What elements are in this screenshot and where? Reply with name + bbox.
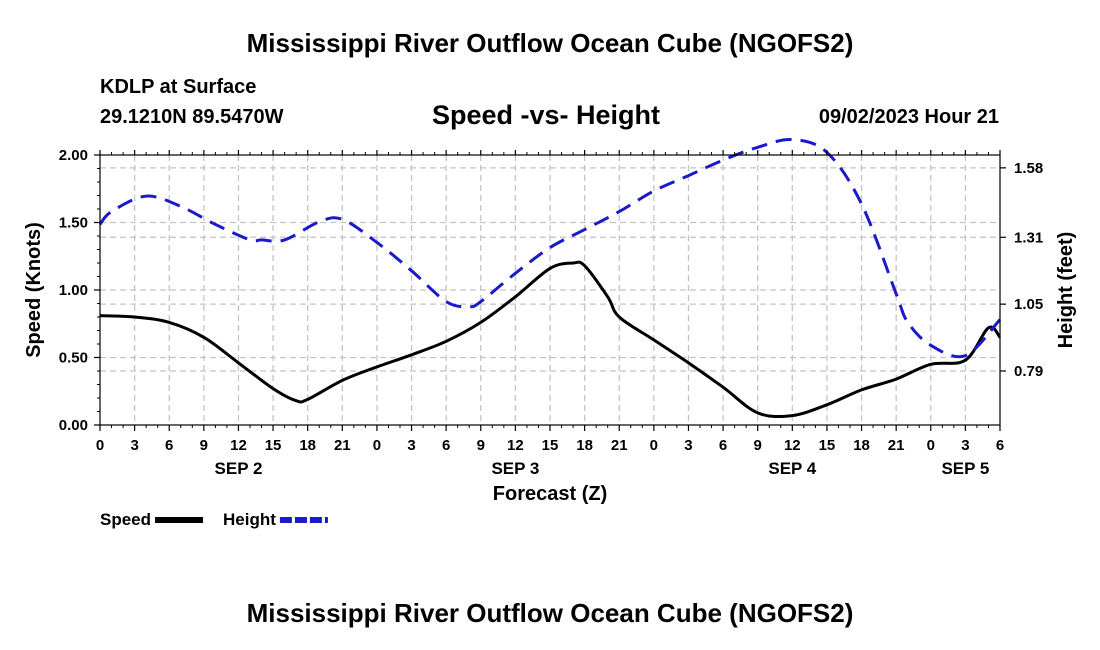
x-axis-label: Forecast (Z): [493, 483, 607, 505]
x-tick-label: 12: [784, 437, 801, 454]
x-tick-label: 15: [265, 437, 282, 454]
legend: Speed Height: [100, 510, 328, 529]
x-tick-label: 9: [477, 437, 485, 454]
day-label: SEP 4: [768, 459, 816, 478]
x-tick-label: 3: [407, 437, 415, 454]
x-tick-label: 3: [961, 437, 969, 454]
station-coordinates: 29.1210N 89.5470W: [100, 106, 284, 128]
height-line: [98, 138, 1002, 359]
y2-axis-label: Height (feet): [1055, 232, 1077, 349]
legend-label: Height: [223, 510, 276, 529]
x-tick-label: 18: [576, 437, 593, 454]
x-tick-label: 6: [165, 437, 173, 454]
grid: [100, 155, 1000, 425]
y-tick-label: 0.50: [59, 350, 88, 367]
x-tick-label: 3: [684, 437, 692, 454]
x-tick-label: 0: [650, 437, 658, 454]
x-tick-label: 0: [927, 437, 935, 454]
chart-title: Mississippi River Outflow Ocean Cube (NG…: [246, 28, 854, 58]
x-tick-label: 0: [96, 437, 104, 454]
speed-line: [99, 260, 1002, 419]
x-tick-label: 6: [996, 437, 1004, 454]
legend-label: Speed: [100, 510, 151, 529]
y-tick-label: 2.00: [59, 147, 88, 164]
x-tick-label: 18: [853, 437, 870, 454]
x-tick-label: 6: [719, 437, 727, 454]
x-tick-label: 3: [130, 437, 138, 454]
y-tick-label: 1.50: [59, 215, 88, 232]
chart-subtitle: Speed -vs- Height: [432, 100, 661, 130]
chart-title-repeat: Mississippi River Outflow Ocean Cube (NG…: [246, 598, 854, 628]
x-tick-label: 15: [819, 437, 836, 454]
x-tick-label: 18: [299, 437, 316, 454]
forecast-datestamp: 09/02/2023 Hour 21: [818, 106, 999, 128]
day-label: SEP 2: [215, 459, 263, 478]
day-label: SEP 3: [491, 459, 539, 478]
y2-tick-label: 0.79: [1014, 363, 1043, 380]
y-tick-label: 1.00: [59, 282, 88, 299]
y2-tick-label: 1.05: [1014, 296, 1043, 313]
x-tick-label: 9: [754, 437, 762, 454]
y2-tick-label: 1.58: [1014, 160, 1043, 177]
y-tick-label: 0.00: [59, 417, 88, 434]
x-tick-label: 0: [373, 437, 381, 454]
x-tick-label: 15: [542, 437, 559, 454]
x-tick-label: 21: [888, 437, 905, 454]
x-tick-label: 12: [507, 437, 524, 454]
series-lines: [98, 138, 1002, 419]
x-tick-label: 21: [611, 437, 628, 454]
day-label: SEP 5: [941, 459, 989, 478]
x-tick-label: 9: [200, 437, 208, 454]
station-label: KDLP at Surface: [100, 76, 257, 98]
x-tick-label: 12: [230, 437, 247, 454]
x-tick-label: 6: [442, 437, 450, 454]
axes: 0 3 6 9 12 15 18 21 0 3 6 9 12 15 18 21 0 3 6 9 12 15 18 21 0 3 6S…: [59, 147, 1043, 478]
y-axis-label: Speed (Knots): [23, 222, 45, 358]
x-tick-label: 21: [334, 437, 351, 454]
y2-tick-label: 1.31: [1014, 229, 1043, 246]
